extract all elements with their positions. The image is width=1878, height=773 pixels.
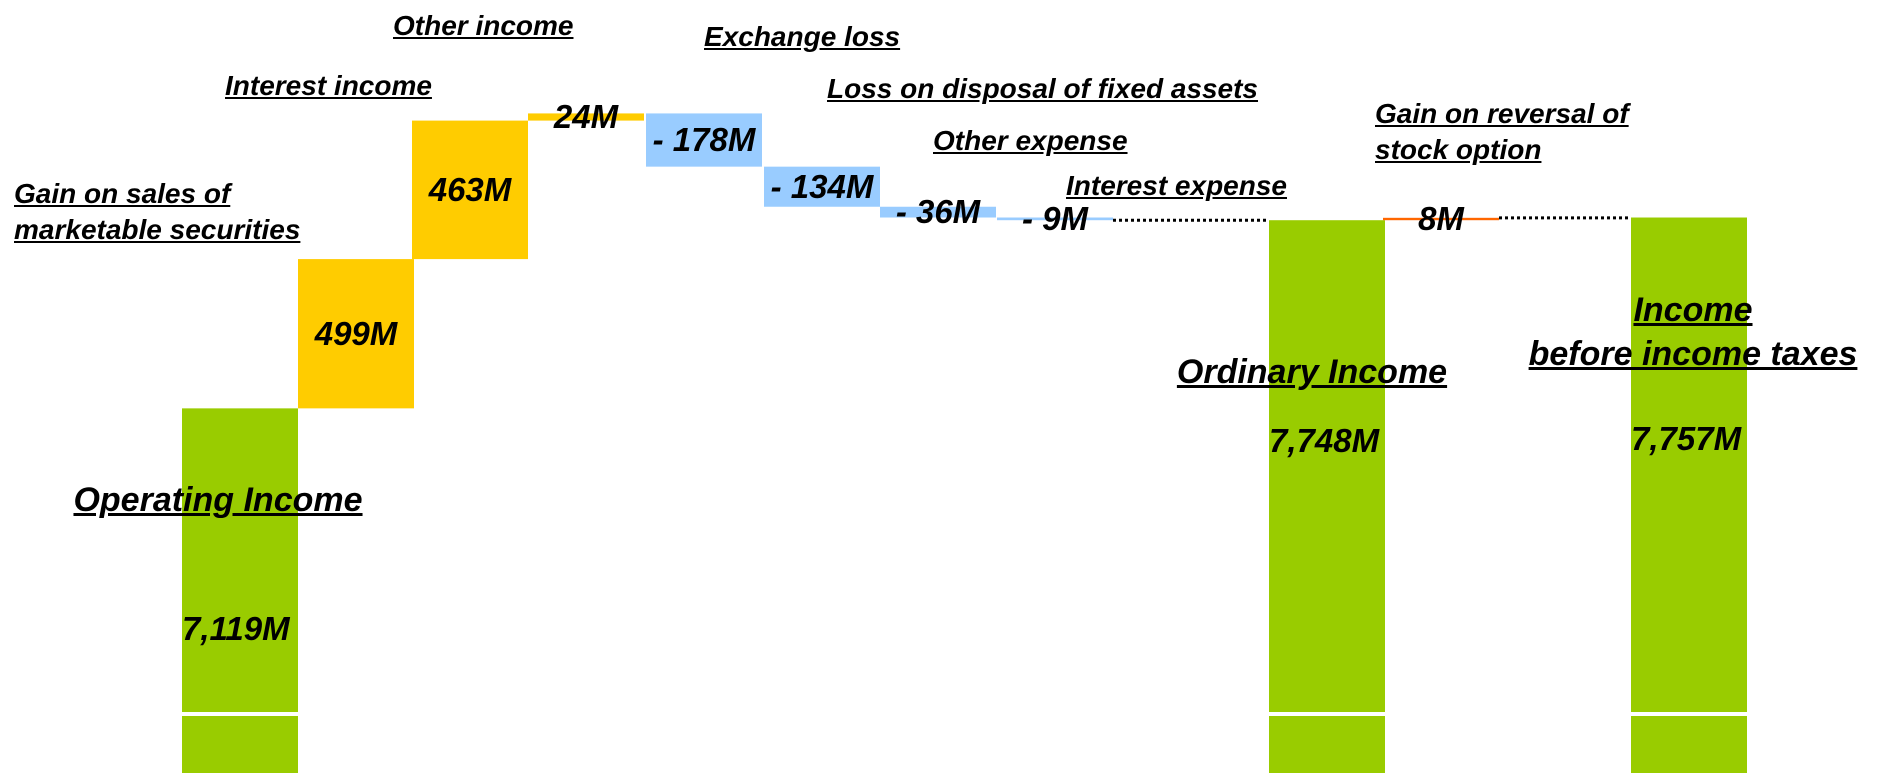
- value-label: - 178M: [652, 121, 756, 159]
- value-label: 499M: [314, 314, 398, 352]
- axis-break: [1630, 712, 1748, 716]
- bar: [1269, 220, 1385, 773]
- value-label: 24M: [553, 98, 619, 135]
- bar: [182, 408, 298, 773]
- category-label: Exchange loss: [704, 21, 901, 52]
- category-label: Ordinary Income: [1176, 353, 1448, 391]
- axis-break: [181, 712, 299, 716]
- value-label: 8M: [1418, 200, 1464, 237]
- bar: [412, 120, 528, 260]
- value-label: - 9M: [1022, 199, 1088, 237]
- bar: [1631, 217, 1747, 773]
- category-label: Interest expense: [1066, 170, 1287, 201]
- bar: [764, 166, 880, 207]
- category-label: Other income: [393, 10, 574, 41]
- value-label: 7,757M: [1631, 419, 1742, 457]
- bar: [528, 113, 644, 121]
- bar: [298, 259, 414, 409]
- bar: [997, 217, 1113, 221]
- axis-break: [1268, 712, 1386, 716]
- bar: [1383, 217, 1499, 221]
- category-label: Gain on sales of marketable securities: [14, 178, 301, 246]
- value-label: 463M: [428, 170, 512, 208]
- category-label: Income before income taxes: [1528, 291, 1858, 374]
- value-label: - 36M: [895, 193, 981, 231]
- category-label: Loss on disposal of fixed assets: [827, 73, 1259, 104]
- bar: [880, 206, 996, 218]
- category-label: Interest income: [225, 70, 432, 101]
- category-label: Other expense: [933, 125, 1128, 156]
- bar: [646, 113, 762, 167]
- value-label: 7,748M: [1269, 422, 1380, 460]
- category-label: Gain on reversal of stock option: [1375, 98, 1629, 166]
- value-label: 7,119M: [182, 610, 290, 648]
- value-label: - 134M: [770, 167, 874, 205]
- category-label: Operating Income: [73, 481, 363, 519]
